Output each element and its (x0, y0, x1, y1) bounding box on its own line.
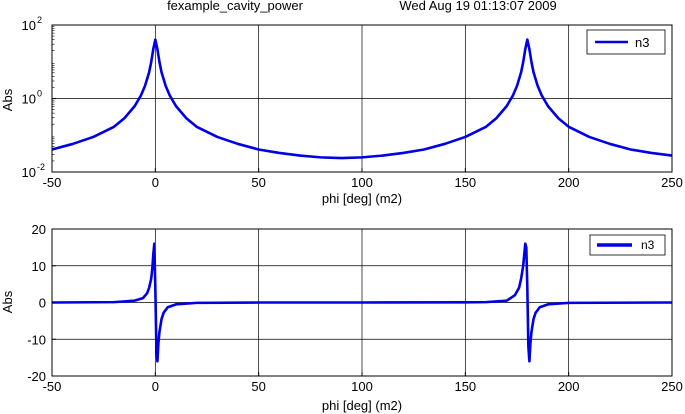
bottom-plot-frame (51, 228, 673, 377)
figure-title: fexample_cavity_power (167, 0, 304, 13)
x-tick-label: 50 (251, 379, 265, 394)
y-tick-label: 10 (32, 259, 46, 274)
top-plot-frame (51, 24, 673, 173)
x-tick-label: 50 (251, 175, 265, 190)
x-tick-label: 150 (454, 175, 476, 190)
top-legend-label: n3 (635, 35, 649, 50)
x-tick-label: 250 (661, 175, 683, 190)
x-tick-label: 100 (351, 379, 373, 394)
x-tick-label: 150 (454, 379, 476, 394)
top-yaxis-label: Abs (0, 88, 15, 111)
top-plot-series-n3-line (51, 38, 673, 160)
x-tick-label: 0 (152, 379, 159, 394)
y-tick-label: 10 (22, 18, 36, 33)
bottom-xaxis-label: phi [deg] (m2) (322, 398, 402, 413)
x-tick-label: 200 (558, 379, 580, 394)
y-tick-label: -20 (27, 369, 46, 384)
y-tick-exponent: 0 (37, 89, 42, 99)
y-tick-exponent: 2 (37, 15, 42, 25)
y-tick-label: 10 (22, 165, 36, 180)
bottom-plot-series-n3-line (51, 242, 673, 363)
x-tick-label: -50 (43, 379, 62, 394)
x-tick-label: 250 (661, 379, 683, 394)
x-tick-label: 200 (558, 175, 580, 190)
y-tick-label: 10 (22, 92, 36, 107)
x-tick-label: 100 (351, 175, 373, 190)
bottom-legend-label: n3 (641, 238, 655, 252)
top-xaxis-label: phi [deg] (m2) (322, 191, 402, 206)
figure-timestamp: Wed Aug 19 01:13:07 2009 (399, 0, 556, 13)
x-tick-label: -50 (43, 175, 62, 190)
bottom-plot-legend: n3 (589, 234, 666, 256)
y-tick-exponent: -2 (37, 162, 45, 172)
y-tick-label: 0 (39, 296, 46, 311)
top-plot-grid (52, 25, 672, 172)
y-tick-label: 20 (32, 222, 46, 237)
bottom-yaxis-label: Abs (0, 290, 15, 313)
top-plot-legend: n3 (586, 29, 666, 55)
x-tick-label: 0 (152, 175, 159, 190)
y-tick-label: -10 (27, 332, 46, 347)
